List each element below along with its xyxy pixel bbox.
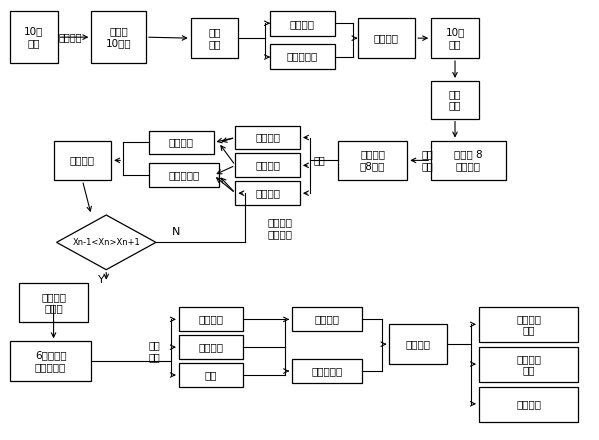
FancyBboxPatch shape — [235, 181, 300, 205]
Text: 进样时序: 进样时序 — [255, 132, 280, 143]
Text: 电化学检测: 电化学检测 — [311, 366, 343, 376]
Polygon shape — [56, 215, 156, 270]
Text: 优化
参数: 优化 参数 — [148, 341, 160, 362]
Text: Xn-1<Xn>Xn+1: Xn-1<Xn>Xn+1 — [72, 238, 140, 247]
Text: 数据处理: 数据处理 — [406, 339, 431, 349]
Text: 进样时间: 进样时间 — [255, 188, 280, 198]
FancyBboxPatch shape — [190, 18, 238, 58]
Text: 反馈调节
反复优化: 反馈调节 反复优化 — [268, 217, 293, 239]
FancyBboxPatch shape — [10, 11, 58, 63]
Text: 电化学检测: 电化学检测 — [287, 51, 318, 62]
FancyBboxPatch shape — [270, 11, 335, 36]
FancyBboxPatch shape — [179, 308, 243, 331]
Text: 进样时间: 进样时间 — [198, 314, 223, 324]
FancyBboxPatch shape — [338, 140, 407, 180]
FancyBboxPatch shape — [179, 335, 243, 359]
FancyBboxPatch shape — [270, 44, 335, 69]
Text: 数据处理: 数据处理 — [70, 155, 95, 165]
FancyBboxPatch shape — [292, 359, 362, 383]
FancyBboxPatch shape — [53, 140, 111, 180]
Text: N: N — [171, 227, 180, 237]
Text: 进样速度: 进样速度 — [255, 160, 280, 170]
FancyBboxPatch shape — [431, 140, 506, 180]
Text: 进样速度: 进样速度 — [198, 342, 223, 352]
FancyBboxPatch shape — [91, 11, 146, 63]
Text: 图像处理: 图像处理 — [169, 137, 193, 147]
Text: Y: Y — [98, 275, 105, 285]
Text: 电化学检测: 电化学检测 — [168, 170, 199, 180]
FancyBboxPatch shape — [479, 387, 578, 422]
FancyBboxPatch shape — [235, 125, 300, 150]
Text: 第一级
10通道: 第一级 10通道 — [106, 26, 131, 48]
FancyBboxPatch shape — [479, 347, 578, 382]
FancyBboxPatch shape — [149, 163, 219, 187]
FancyBboxPatch shape — [235, 154, 300, 177]
FancyBboxPatch shape — [149, 131, 214, 154]
Text: 最优进样
速度: 最优进样 速度 — [516, 354, 541, 375]
Text: 独立
进样: 独立 进样 — [421, 150, 433, 171]
Text: 10种
成分: 10种 成分 — [24, 26, 43, 48]
FancyBboxPatch shape — [179, 363, 243, 387]
Text: 设置: 设置 — [314, 155, 326, 165]
FancyBboxPatch shape — [431, 81, 479, 119]
Text: 最优进样
时间: 最优进样 时间 — [516, 314, 541, 336]
Text: 图像处理: 图像处理 — [290, 19, 315, 29]
Text: 第二级伞
状8通道: 第二级伞 状8通道 — [360, 150, 385, 171]
FancyBboxPatch shape — [389, 324, 447, 364]
Text: 温度: 温度 — [205, 370, 217, 380]
FancyBboxPatch shape — [19, 282, 88, 323]
Text: 同步进样: 同步进样 — [59, 32, 82, 42]
FancyBboxPatch shape — [479, 308, 578, 342]
Text: 10种
结果: 10种 结果 — [445, 27, 465, 49]
Text: 筛选前 8
种主成份: 筛选前 8 种主成份 — [454, 150, 483, 171]
Text: 数据处理: 数据处理 — [374, 33, 399, 43]
Text: 最优温度: 最优温度 — [516, 400, 541, 409]
FancyBboxPatch shape — [10, 341, 91, 381]
Text: 图像处理: 图像处理 — [314, 314, 339, 324]
FancyBboxPatch shape — [358, 18, 415, 58]
Text: 降序
排序: 降序 排序 — [449, 89, 461, 110]
FancyBboxPatch shape — [292, 308, 362, 331]
FancyBboxPatch shape — [431, 18, 479, 58]
Text: 肥菌
生长: 肥菌 生长 — [208, 27, 221, 49]
Text: 6等份最优
配比营养液: 6等份最优 配比营养液 — [35, 350, 66, 372]
Text: 最优主成
份配比: 最优主成 份配比 — [41, 292, 66, 313]
